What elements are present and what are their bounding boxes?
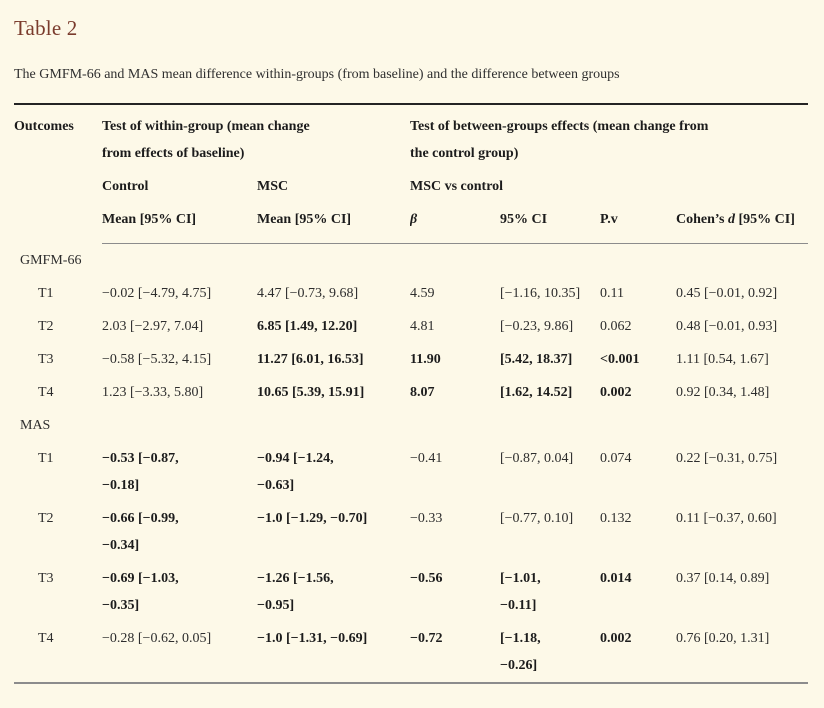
cohens-d-cell: 0.11 [−0.37, 0.60]: [676, 511, 777, 526]
outcome-time-label: T4: [38, 385, 54, 400]
pvalue-cell: 0.132: [600, 511, 632, 526]
col-header-control-mean: Mean [95% CI]: [102, 203, 257, 244]
section-row-gmfm66: GMFM-66: [14, 244, 808, 278]
msc-mean-cell: 4.47 [−0.73, 9.68]: [257, 286, 359, 301]
table-row: T2 2.03 [−2.97, 7.04] 6.85 [1.49, 12.20]…: [14, 310, 808, 343]
control-mean-cell: −0.02 [−4.79, 4.75]: [102, 286, 212, 301]
outcome-time-label: T2: [38, 511, 54, 526]
outcome-time-label: T1: [38, 286, 54, 301]
ci-cell: [−1.16, 10.35]: [500, 286, 581, 301]
col-header-within-group: Test of within-group (mean change from e…: [102, 119, 310, 161]
pvalue-cell: 0.002: [600, 385, 632, 400]
col-header-msc-vs-control: MSC vs control: [410, 179, 504, 194]
outcome-time-label: T2: [38, 319, 54, 334]
pvalue-cell: 0.11: [600, 286, 624, 301]
pvalue-cell: 0.014: [600, 571, 632, 586]
section-row-mas: MAS: [14, 409, 808, 442]
control-mean-cell: −0.58 [−5.32, 4.15]: [102, 352, 212, 367]
cohens-d-cell: 1.11 [0.54, 1.67]: [676, 352, 769, 367]
msc-mean-cell: −1.0 [−1.29, −0.70]: [257, 511, 368, 526]
cohens-d-cell: 0.92 [0.34, 1.48]: [676, 385, 770, 400]
section-label: GMFM-66: [20, 253, 82, 268]
table-header: Outcomes Test of within-group (mean chan…: [14, 104, 809, 244]
outcome-time-label: T3: [38, 571, 54, 586]
table-row: T1 −0.53 [−0.87, −0.18] −0.94 [−1.24, −0…: [14, 442, 808, 502]
msc-mean-cell: −1.0 [−1.31, −0.69]: [257, 631, 368, 646]
control-mean-cell: −0.66 [−0.99, −0.34]: [102, 511, 179, 553]
control-mean-cell: 2.03 [−2.97, 7.04]: [102, 319, 204, 334]
msc-mean-cell: 6.85 [1.49, 12.20]: [257, 319, 358, 334]
table-row: T3 −0.69 [−1.03, −0.35] −1.26 [−1.56, −0…: [14, 562, 808, 622]
outcome-time-label: T4: [38, 631, 54, 646]
ci-cell: [−0.23, 9.86]: [500, 319, 574, 334]
msc-mean-cell: 11.27 [6.01, 16.53]: [257, 352, 364, 367]
col-header-cohens-d: Cohen’s d [95% CI]: [676, 203, 809, 244]
col-header-control: Control: [102, 179, 149, 194]
col-header-beta: β: [410, 203, 500, 244]
article-page: Table 2 The GMFM-66 and MAS mean differe…: [14, 16, 809, 684]
outcome-time-label: T3: [38, 352, 54, 367]
page-title: Table 2: [14, 16, 78, 40]
beta-cell: 11.90: [410, 352, 441, 367]
control-mean-cell: 1.23 [−3.33, 5.80]: [102, 385, 204, 400]
cohens-d-label-pre: Cohen’s: [676, 212, 728, 227]
cohens-d-label-d: d: [728, 212, 735, 227]
table-row: T4 −0.28 [−0.62, 0.05] −1.0 [−1.31, −0.6…: [14, 622, 808, 683]
col-header-msc-mean: Mean [95% CI]: [257, 203, 410, 244]
table-caption: The GMFM-66 and MAS mean difference with…: [14, 67, 620, 82]
beta-cell: −0.41: [410, 451, 443, 466]
section-label: MAS: [20, 418, 51, 433]
outcome-time-label: T1: [38, 451, 54, 466]
beta-cell: −0.56: [410, 571, 443, 586]
results-table: Outcomes Test of within-group (mean chan…: [14, 103, 809, 684]
pvalue-cell: 0.062: [600, 319, 632, 334]
cohens-d-cell: 0.22 [−0.31, 0.75]: [676, 451, 778, 466]
cohens-d-cell: 0.48 [−0.01, 0.93]: [676, 319, 778, 334]
cohens-d-cell: 0.45 [−0.01, 0.92]: [676, 286, 778, 301]
beta-cell: 4.59: [410, 286, 435, 301]
ci-cell: [1.62, 14.52]: [500, 385, 573, 400]
table-body: GMFM-66 T1 −0.02 [−4.79, 4.75] 4.47 [−0.…: [14, 244, 808, 684]
msc-mean-cell: −0.94 [−1.24, −0.63]: [257, 451, 334, 493]
pvalue-cell: 0.002: [600, 631, 632, 646]
cohens-d-label-post: [95% CI]: [735, 212, 795, 227]
col-header-between-groups: Test of between-groups effects (mean cha…: [410, 119, 709, 161]
ci-cell: [−0.87, 0.04]: [500, 451, 574, 466]
col-header-msc: MSC: [257, 179, 289, 194]
control-mean-cell: −0.69 [−1.03, −0.35]: [102, 571, 179, 613]
ci-cell: [−0.77, 0.10]: [500, 511, 574, 526]
beta-cell: −0.72: [410, 631, 443, 646]
ci-cell: [5.42, 18.37]: [500, 352, 573, 367]
cohens-d-cell: 0.76 [0.20, 1.31]: [676, 631, 770, 646]
ci-cell: [−1.01, −0.11]: [500, 571, 541, 613]
beta-cell: 4.81: [410, 319, 435, 334]
table-row: T4 1.23 [−3.33, 5.80] 10.65 [5.39, 15.91…: [14, 376, 808, 409]
table-row: T3 −0.58 [−5.32, 4.15] 11.27 [6.01, 16.5…: [14, 343, 808, 376]
msc-mean-cell: −1.26 [−1.56, −0.95]: [257, 571, 334, 613]
ci-cell: [−1.18, −0.26]: [500, 631, 541, 673]
cohens-d-cell: 0.37 [0.14, 0.89]: [676, 571, 770, 586]
table-row: T2 −0.66 [−0.99, −0.34] −1.0 [−1.29, −0.…: [14, 502, 808, 562]
table-row: T1 −0.02 [−4.79, 4.75] 4.47 [−0.73, 9.68…: [14, 277, 808, 310]
beta-cell: −0.33: [410, 511, 443, 526]
control-mean-cell: −0.28 [−0.62, 0.05]: [102, 631, 212, 646]
col-header-pvalue: P.v: [600, 203, 676, 244]
beta-cell: 8.07: [410, 385, 435, 400]
col-header-outcomes: Outcomes: [14, 119, 74, 134]
pvalue-cell: <0.001: [600, 352, 640, 367]
col-header-ci: 95% CI: [500, 203, 600, 244]
msc-mean-cell: 10.65 [5.39, 15.91]: [257, 385, 365, 400]
control-mean-cell: −0.53 [−0.87, −0.18]: [102, 451, 179, 493]
pvalue-cell: 0.074: [600, 451, 632, 466]
